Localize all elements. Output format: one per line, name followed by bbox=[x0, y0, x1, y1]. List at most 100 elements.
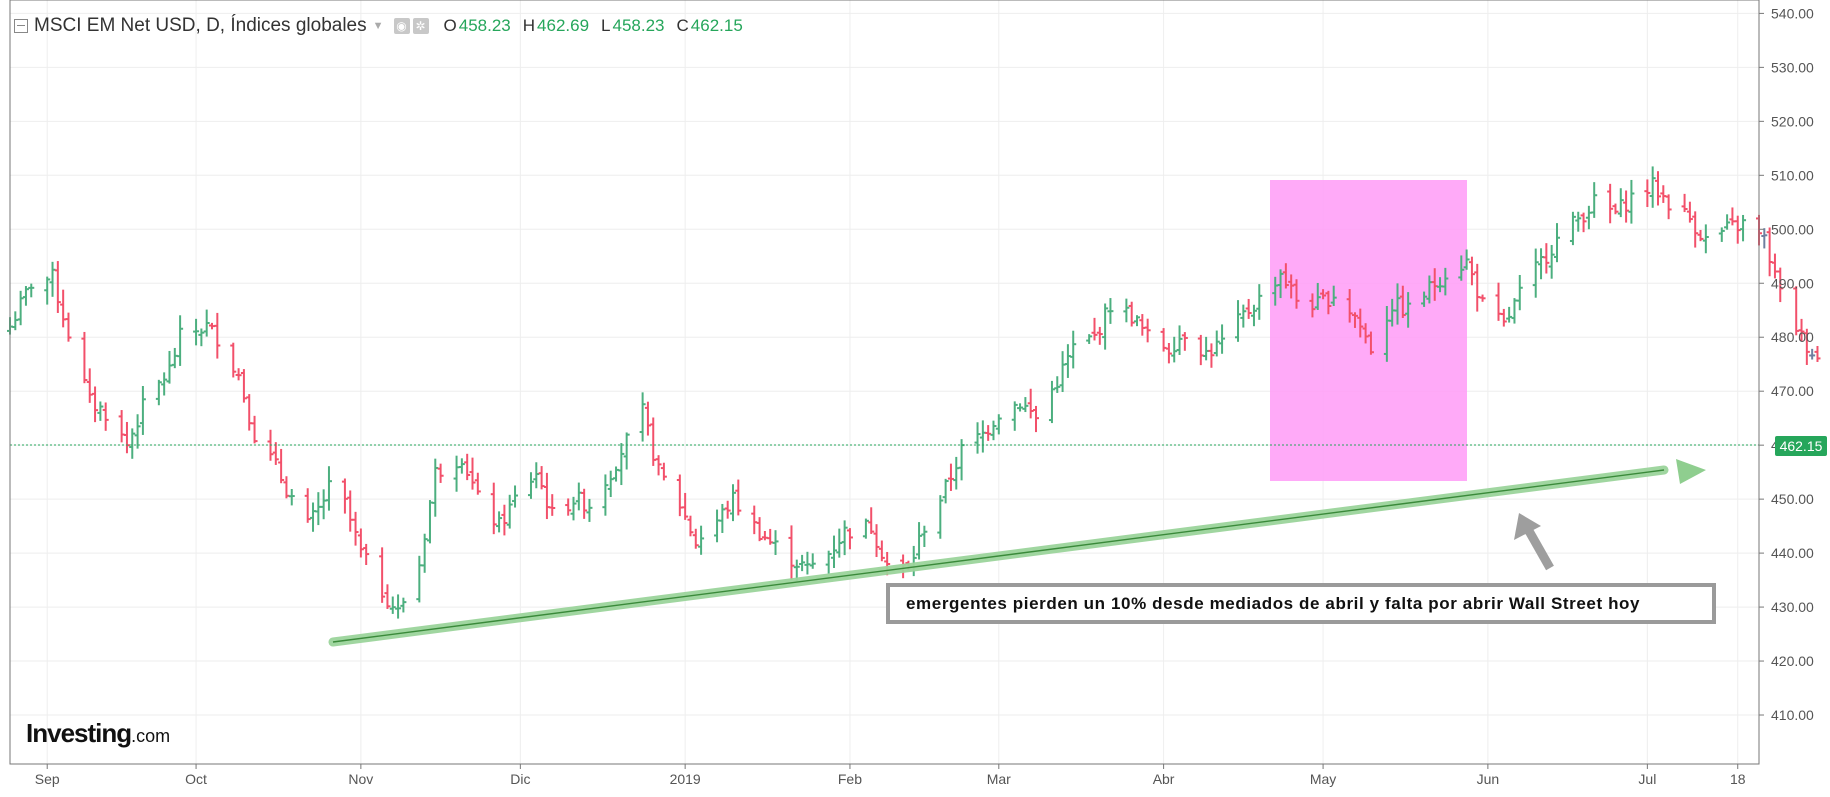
ohlc-bar bbox=[1330, 285, 1337, 307]
ohlc-bar bbox=[995, 414, 1002, 435]
ohlc-bar bbox=[230, 342, 237, 378]
ohlc-bar bbox=[953, 456, 960, 490]
x-tick-label: Sep bbox=[35, 771, 60, 787]
high-label: H bbox=[522, 16, 536, 35]
ohlc-bar bbox=[1070, 330, 1077, 369]
ohlc-bar bbox=[17, 290, 24, 326]
ohlc-bar bbox=[1134, 315, 1141, 327]
ohlc-bar bbox=[1740, 214, 1747, 242]
ohlc-bar bbox=[644, 401, 651, 436]
close-value: 462.15 bbox=[690, 16, 743, 35]
ohlc-bar bbox=[1181, 332, 1188, 351]
ohlc-bar bbox=[1814, 345, 1821, 362]
ohlc-bar bbox=[1245, 298, 1252, 319]
ohlc-bar bbox=[278, 448, 285, 484]
chevron-down-icon[interactable]: ▼ bbox=[372, 20, 384, 32]
ohlc-bar bbox=[1320, 289, 1327, 300]
ohlc-bar bbox=[474, 472, 481, 495]
ohlc-bar bbox=[1102, 303, 1109, 350]
ohlc-bar bbox=[1681, 193, 1688, 213]
ohlc-bar bbox=[772, 530, 779, 555]
ohlc-bar bbox=[506, 494, 513, 529]
ohlc-bar bbox=[341, 478, 348, 514]
open-label: O bbox=[443, 16, 457, 35]
ohlc-bar bbox=[426, 500, 433, 544]
y-tick-label: 470.00 bbox=[1771, 383, 1814, 399]
logo-suffix: .com bbox=[131, 726, 171, 746]
x-tick-label: Dic bbox=[510, 771, 530, 787]
y-tick-label: 440.00 bbox=[1771, 545, 1814, 561]
ohlc-bar bbox=[878, 540, 885, 562]
gear-icon[interactable]: ✲ bbox=[412, 18, 429, 34]
y-axis[interactable]: 410.00420.00430.00440.00450.00460.00470.… bbox=[1759, 5, 1814, 723]
ohlc-bar bbox=[942, 478, 949, 504]
ohlc-bar bbox=[1394, 283, 1401, 325]
ohlc-bar bbox=[756, 517, 763, 542]
ohlc-bar bbox=[464, 453, 471, 481]
ohlc-bar bbox=[421, 533, 428, 573]
ohlc-bar bbox=[469, 457, 476, 490]
ohlc-bar bbox=[1623, 190, 1630, 223]
ohlc-bar bbox=[1022, 397, 1029, 413]
ohlc-bar bbox=[389, 596, 396, 614]
ohlc-bar bbox=[203, 309, 210, 337]
ohlc-bar bbox=[1718, 227, 1725, 242]
ohlc-bar bbox=[490, 482, 497, 535]
ohlc-bar bbox=[799, 554, 806, 572]
ohlc-bar bbox=[1325, 290, 1332, 315]
high-value: 462.69 bbox=[537, 16, 590, 35]
y-tick-label: 500.00 bbox=[1771, 221, 1814, 237]
ohlc-bar bbox=[1240, 304, 1247, 328]
ohlc-bar bbox=[1809, 348, 1816, 360]
ohlc-bar bbox=[193, 318, 200, 346]
x-tick-label: May bbox=[1310, 771, 1336, 787]
ohlc-bar bbox=[1628, 179, 1635, 224]
ohlc-bar bbox=[1144, 318, 1151, 343]
y-tick-label: 490.00 bbox=[1771, 275, 1814, 291]
x-tick-label: Jul bbox=[1638, 771, 1656, 787]
ohlc-bar bbox=[1500, 308, 1507, 327]
ohlc-bar bbox=[613, 466, 620, 482]
ohlc-bar bbox=[639, 392, 646, 442]
y-tick-label: 480.00 bbox=[1771, 329, 1814, 345]
ohlc-bar bbox=[161, 372, 168, 396]
ohlc-bar bbox=[65, 312, 72, 342]
ohlc-bar bbox=[607, 470, 614, 498]
x-axis[interactable]: Sep Oct Nov Dic 2019 Feb Mar Abr May Jun Jul 18 bbox=[35, 764, 1746, 787]
eye-icon[interactable]: ◉ bbox=[393, 18, 410, 34]
ohlc-bar bbox=[1203, 336, 1210, 361]
ohlc-bar bbox=[240, 369, 247, 403]
ohlc-bar bbox=[804, 551, 811, 575]
ohlc-bar bbox=[1612, 203, 1619, 215]
ohlc-bar bbox=[325, 466, 332, 511]
ohlc-bar bbox=[44, 276, 51, 305]
ohlc-bar bbox=[1442, 267, 1449, 296]
ohlc-bar bbox=[682, 492, 689, 520]
ohlc-bar bbox=[570, 496, 577, 521]
ohlc-bar bbox=[1165, 342, 1172, 364]
ohlc-bar bbox=[437, 463, 444, 483]
ohlc-bar bbox=[761, 530, 768, 541]
ohlc-bar bbox=[1208, 343, 1215, 368]
ohlc-bar bbox=[825, 550, 832, 574]
chart-legend: MSCI EM Net USD, D, Índices globales ▼ ◉… bbox=[14, 14, 743, 38]
ohlc-bar bbox=[1506, 306, 1513, 323]
ohlc-bar bbox=[581, 488, 588, 519]
ohlc-bar bbox=[660, 462, 667, 481]
ohlc-bar bbox=[714, 509, 721, 543]
ohlc-bar bbox=[1256, 284, 1263, 320]
ohlc-bar bbox=[177, 315, 184, 366]
ohlc-bar bbox=[623, 432, 630, 470]
ohlc-bar bbox=[1803, 328, 1810, 365]
ohlc-bar bbox=[1697, 229, 1704, 242]
ohlc-bar bbox=[538, 466, 545, 490]
ohlc-bar bbox=[1692, 211, 1699, 248]
logo-main: Investing bbox=[26, 718, 132, 748]
ohlc-bar bbox=[1139, 314, 1146, 336]
collapse-icon[interactable] bbox=[14, 19, 28, 33]
ohlc-bar bbox=[1644, 179, 1651, 208]
ohlc-bar bbox=[1665, 194, 1672, 220]
ohlc-bar bbox=[618, 443, 625, 486]
